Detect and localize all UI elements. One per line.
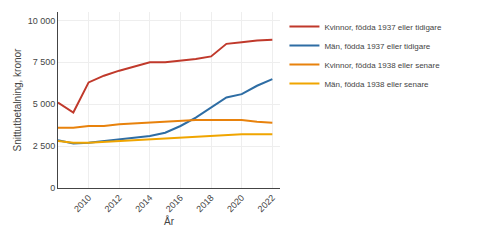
- svg-text:2014: 2014: [133, 193, 154, 214]
- svg-text:2012: 2012: [103, 193, 124, 214]
- svg-text:0: 0: [50, 183, 55, 193]
- svg-text:10 000: 10 000: [28, 16, 56, 26]
- svg-text:2 500: 2 500: [33, 141, 56, 151]
- svg-text:Kvinnor, födda 1938 eller sena: Kvinnor, födda 1938 eller senare: [324, 61, 440, 70]
- svg-text:År: År: [164, 215, 175, 227]
- svg-text:2018: 2018: [194, 193, 215, 214]
- svg-text:2016: 2016: [164, 193, 185, 214]
- svg-text:5 000: 5 000: [33, 99, 56, 109]
- svg-text:Snittutbetalning, kronor: Snittutbetalning, kronor: [12, 48, 23, 152]
- svg-text:Män, födda 1938 eller senare: Män, födda 1938 eller senare: [324, 80, 429, 89]
- svg-text:Kvinnor, födda 1937 eller tidi: Kvinnor, födda 1937 eller tidigare: [324, 23, 442, 32]
- svg-text:7 500: 7 500: [33, 57, 56, 67]
- svg-text:2022: 2022: [256, 193, 277, 214]
- svg-text:2020: 2020: [225, 193, 246, 214]
- svg-text:2010: 2010: [72, 193, 93, 214]
- svg-text:Män, födda 1937 eller tidigare: Män, födda 1937 eller tidigare: [324, 42, 430, 51]
